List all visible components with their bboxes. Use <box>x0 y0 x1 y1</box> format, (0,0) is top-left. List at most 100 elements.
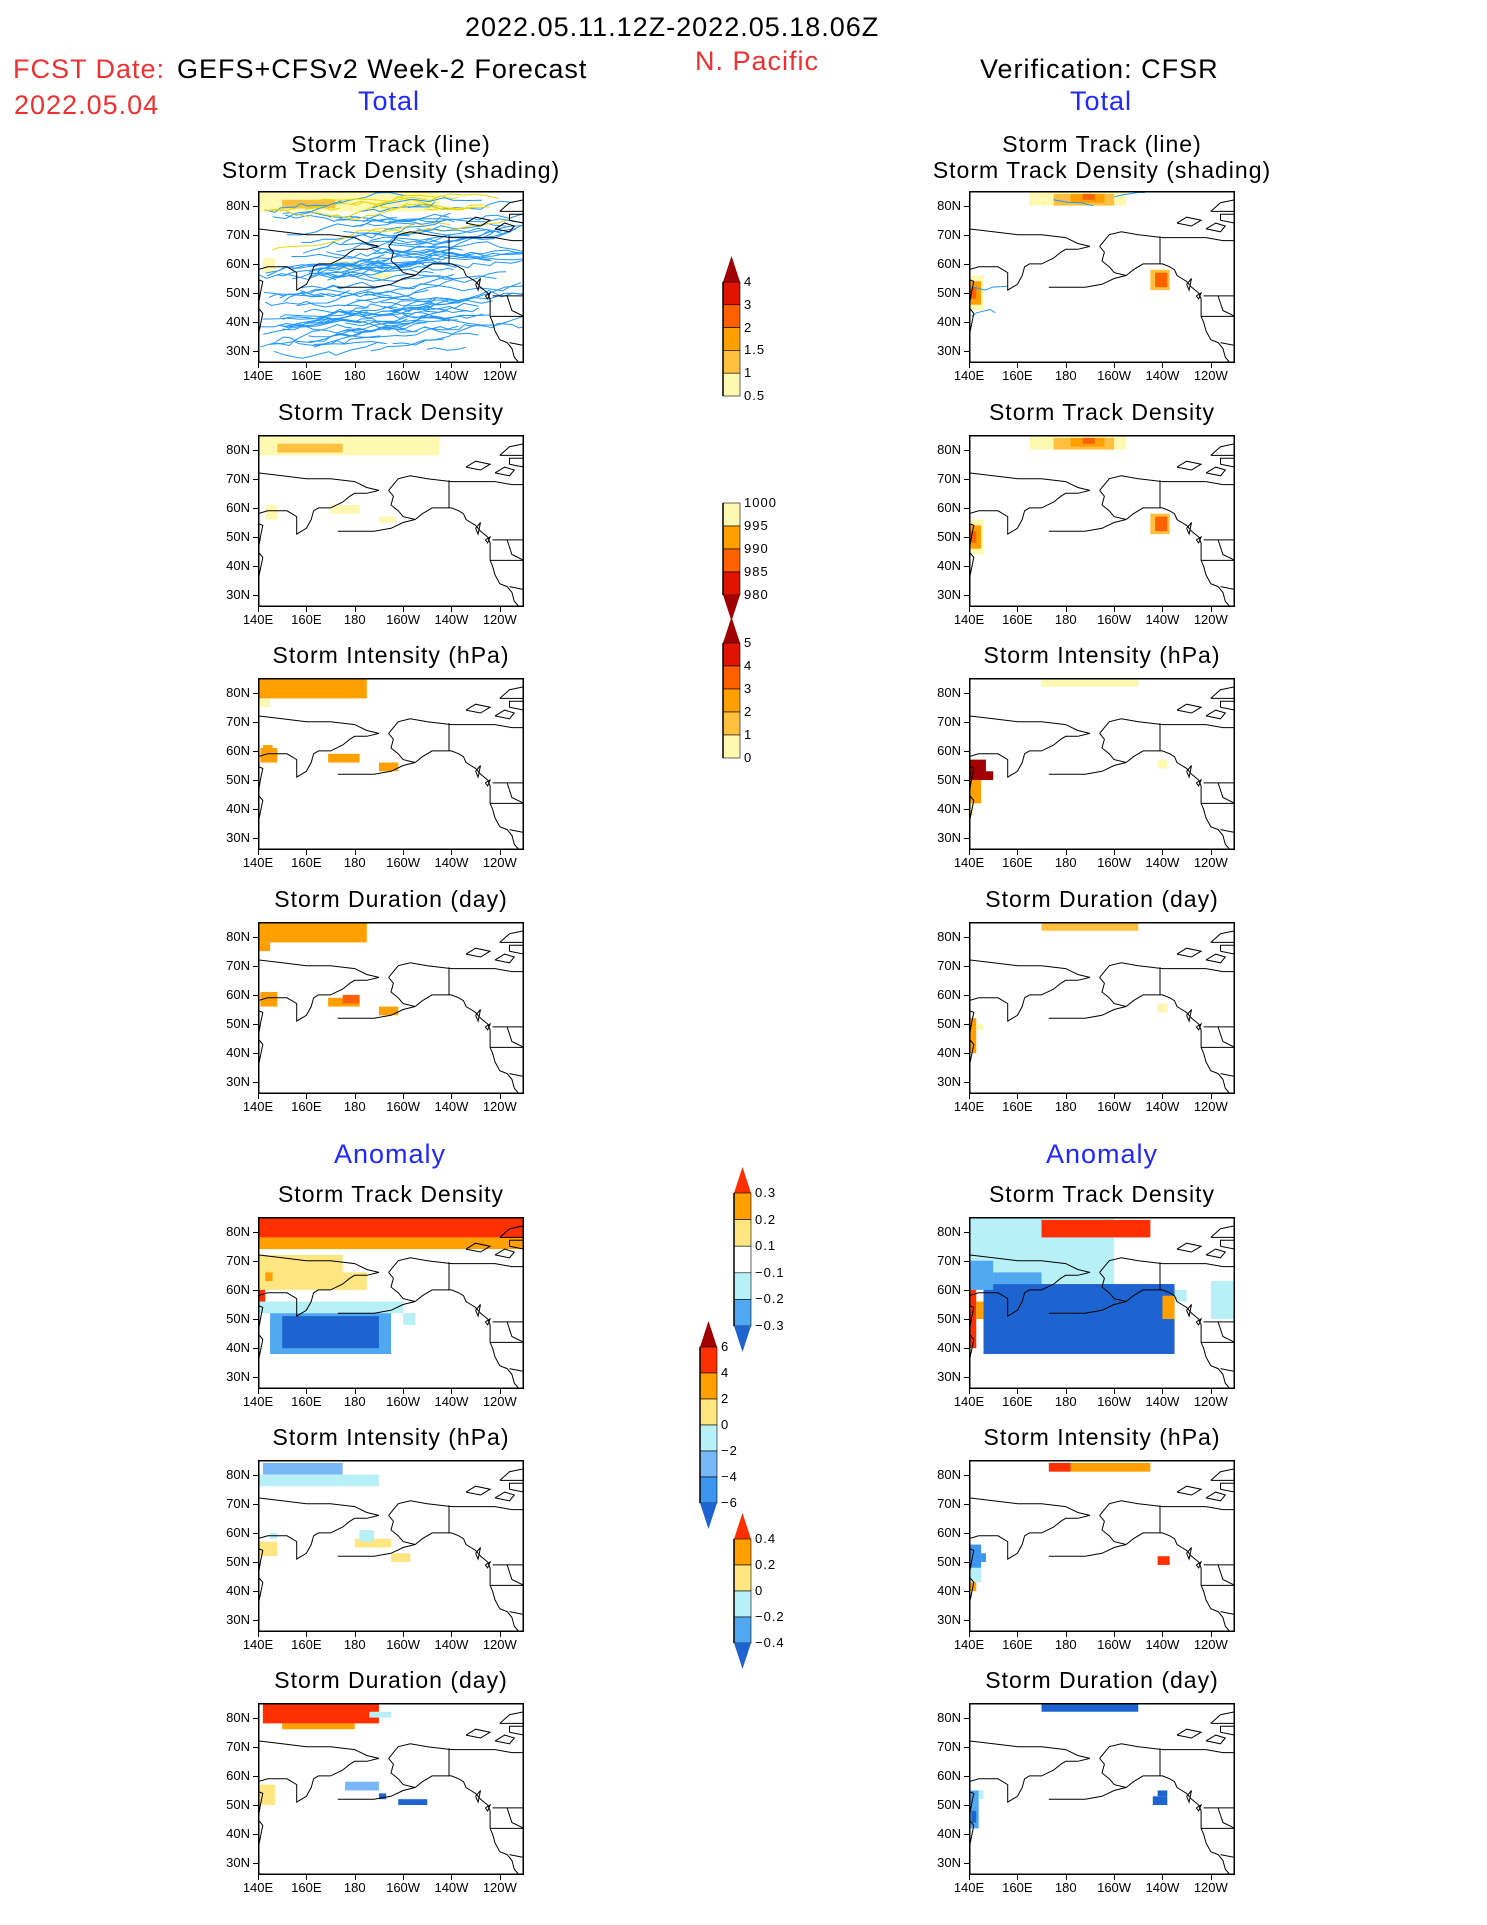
shading-cell <box>969 531 977 543</box>
lon-tick-label: 140W <box>434 855 469 870</box>
map-area <box>969 1703 1235 1875</box>
storm-track-line <box>266 259 380 277</box>
colorbar-label: 980 <box>744 587 769 602</box>
lon-tick <box>1065 607 1067 612</box>
lon-tick-label: 160W <box>1097 1394 1132 1409</box>
lon-tick-label: 160W <box>386 368 421 383</box>
shading-cell <box>1041 1703 1139 1712</box>
coastline <box>258 1740 380 1759</box>
lat-tick <box>253 595 258 597</box>
lon-tick <box>403 850 405 855</box>
coastline <box>494 466 516 477</box>
lon-tick-label: 120W <box>1193 368 1228 383</box>
lon-tick-label: 180 <box>1054 1637 1077 1652</box>
lon-tick <box>499 1875 501 1880</box>
colorbar-label: 0.2 <box>755 1211 777 1227</box>
coastline <box>258 1497 380 1516</box>
lat-tick-label: 80N <box>937 441 961 457</box>
storm-track-line <box>973 285 1008 291</box>
shading-cell <box>983 1284 1175 1355</box>
lat-tick-label: 80N <box>226 928 250 944</box>
panel-title: Storm Duration (day) <box>274 886 508 912</box>
coastline <box>509 1611 524 1615</box>
panel-title: Storm Track Density <box>277 1181 505 1207</box>
lat-tick <box>253 566 258 568</box>
coastline <box>388 718 524 734</box>
colorbar-label: 4 <box>721 1365 730 1380</box>
lat-tick <box>253 780 258 782</box>
coastline <box>388 1257 524 1273</box>
colorbar-bottom-arrow <box>734 1326 751 1352</box>
map-area <box>969 191 1235 363</box>
coastline <box>1125 263 1231 363</box>
lon-tick-label: 160W <box>386 1099 421 1114</box>
coastline <box>969 489 1091 581</box>
colorbar-segment <box>722 281 741 306</box>
storm-track-line <box>271 204 341 212</box>
coastline <box>414 994 520 1094</box>
shading-cell <box>328 753 360 763</box>
coastline <box>1048 1758 1127 1800</box>
colorbar-label: −2 <box>721 1443 738 1458</box>
lon-tick <box>499 1094 501 1099</box>
lon-tick <box>403 1632 405 1637</box>
storm-track-line <box>308 266 434 274</box>
shading-cell <box>1157 759 1168 769</box>
coastline <box>969 959 1091 978</box>
shading-layer <box>258 678 399 772</box>
panel-title: Storm Track Density (shading) <box>932 157 1272 183</box>
total-label-left: Total <box>358 86 421 116</box>
coastline <box>1099 1743 1235 1759</box>
coastline <box>494 953 516 964</box>
coastline <box>1205 466 1227 477</box>
coastline <box>258 732 380 824</box>
coastline <box>1217 782 1235 804</box>
coastline <box>506 539 524 561</box>
shading-cell <box>969 1544 982 1568</box>
lat-tick <box>964 936 969 938</box>
colorbar-segment <box>733 1564 752 1592</box>
shading-cell <box>976 1301 984 1320</box>
shading-cell <box>282 1723 355 1730</box>
coastline <box>1210 930 1235 943</box>
lon-tick <box>354 1094 356 1099</box>
lat-tick <box>964 1834 969 1836</box>
coastline <box>509 944 524 955</box>
colorbar-density-anomaly <box>733 1167 752 1352</box>
lat-tick <box>253 1805 258 1807</box>
lon-tick-label: 140E <box>242 368 274 383</box>
coastline <box>1176 216 1203 227</box>
storm-track-line <box>373 250 492 261</box>
lon-tick-label: 140W <box>434 1637 469 1652</box>
storm-track-line <box>1053 199 1094 207</box>
lat-tick-label: 70N <box>937 1252 961 1268</box>
colorbar-label: −0.1 <box>755 1264 785 1280</box>
coastline <box>494 222 516 233</box>
shading-cell <box>265 1272 273 1282</box>
shading-cell <box>378 1006 399 1016</box>
coastline <box>465 1728 492 1739</box>
lat-tick-label: 80N <box>226 1466 250 1482</box>
lon-tick <box>451 1094 453 1099</box>
coastline <box>1186 1790 1192 1804</box>
coastline <box>484 535 492 544</box>
coastline <box>484 1317 492 1326</box>
shading-cell <box>398 1799 428 1806</box>
region-label: N. Pacific <box>695 46 820 76</box>
storm-track-line <box>388 213 524 225</box>
lon-tick <box>403 607 405 612</box>
colorbar-segment <box>733 1616 752 1644</box>
map-area <box>258 191 524 363</box>
lat-tick-label: 30N <box>937 587 961 603</box>
lat-tick-label: 40N <box>937 314 961 330</box>
shading-layer <box>258 1703 428 1806</box>
map-area <box>969 922 1235 1094</box>
lon-tick-label: 160W <box>386 612 421 627</box>
coastline <box>1220 1854 1235 1858</box>
lat-tick <box>964 1746 969 1748</box>
coastline <box>1125 1775 1231 1875</box>
map-plot <box>258 1460 524 1632</box>
coastline <box>969 1497 1091 1516</box>
lat-tick <box>964 994 969 996</box>
lon-tick-label: 160E <box>1002 1637 1033 1652</box>
